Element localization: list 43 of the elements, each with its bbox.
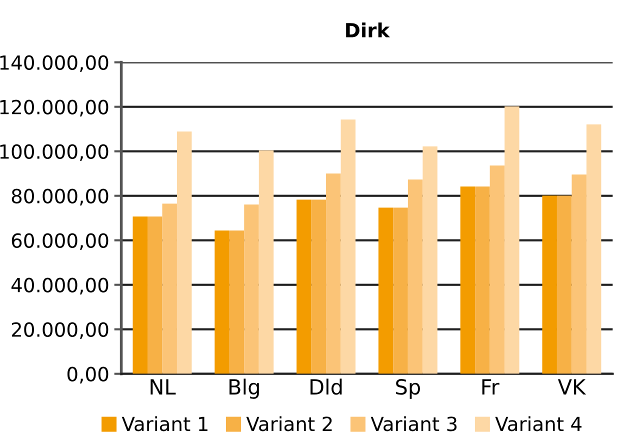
bar	[542, 196, 557, 374]
x-tick-label: NL	[150, 379, 176, 394]
legend-label: Variant 2	[246, 416, 332, 432]
x-tick-label: Dld	[310, 378, 342, 395]
bar	[340, 119, 356, 374]
bar	[229, 230, 244, 374]
bar	[214, 230, 230, 374]
bar	[556, 196, 572, 374]
x-tick-label: Blg	[230, 378, 259, 399]
y-tick-label: 20.000,00	[12, 322, 108, 339]
bar	[586, 124, 602, 374]
bar	[162, 204, 177, 374]
bar	[422, 146, 438, 374]
y-tick-label: 0,00	[67, 366, 108, 384]
bar	[490, 166, 505, 374]
bar	[378, 208, 394, 374]
bar	[311, 200, 326, 374]
bar	[572, 174, 586, 374]
y-tick-label: 140.000,00	[0, 55, 108, 72]
y-tick-label: 40.000,00	[11, 278, 108, 294]
bar	[176, 132, 192, 374]
bar	[244, 204, 259, 374]
bar	[258, 150, 274, 374]
legend-label: Variant 4	[495, 416, 582, 432]
bar	[393, 208, 408, 374]
bar	[132, 216, 148, 374]
bar	[408, 180, 423, 374]
x-tick-label: Fr	[482, 379, 500, 394]
bar	[475, 186, 490, 374]
legend-label: Variant 1	[122, 416, 208, 432]
y-tick-label: 80.000,00	[12, 188, 108, 206]
x-tick-label: Sp	[396, 379, 420, 399]
x-tick-label: VK	[558, 379, 586, 394]
legend-label: Variant 3	[370, 416, 457, 432]
bar	[326, 174, 341, 374]
y-tick-label: 100.000,00	[0, 144, 108, 161]
bar	[504, 106, 520, 374]
y-tick-label: 60.000,00	[12, 233, 108, 250]
bar	[296, 200, 312, 374]
chart-title: Dirk	[346, 22, 390, 38]
bar	[147, 216, 162, 374]
y-tick-label: 120.000,00	[0, 100, 108, 116]
bar	[460, 186, 476, 374]
